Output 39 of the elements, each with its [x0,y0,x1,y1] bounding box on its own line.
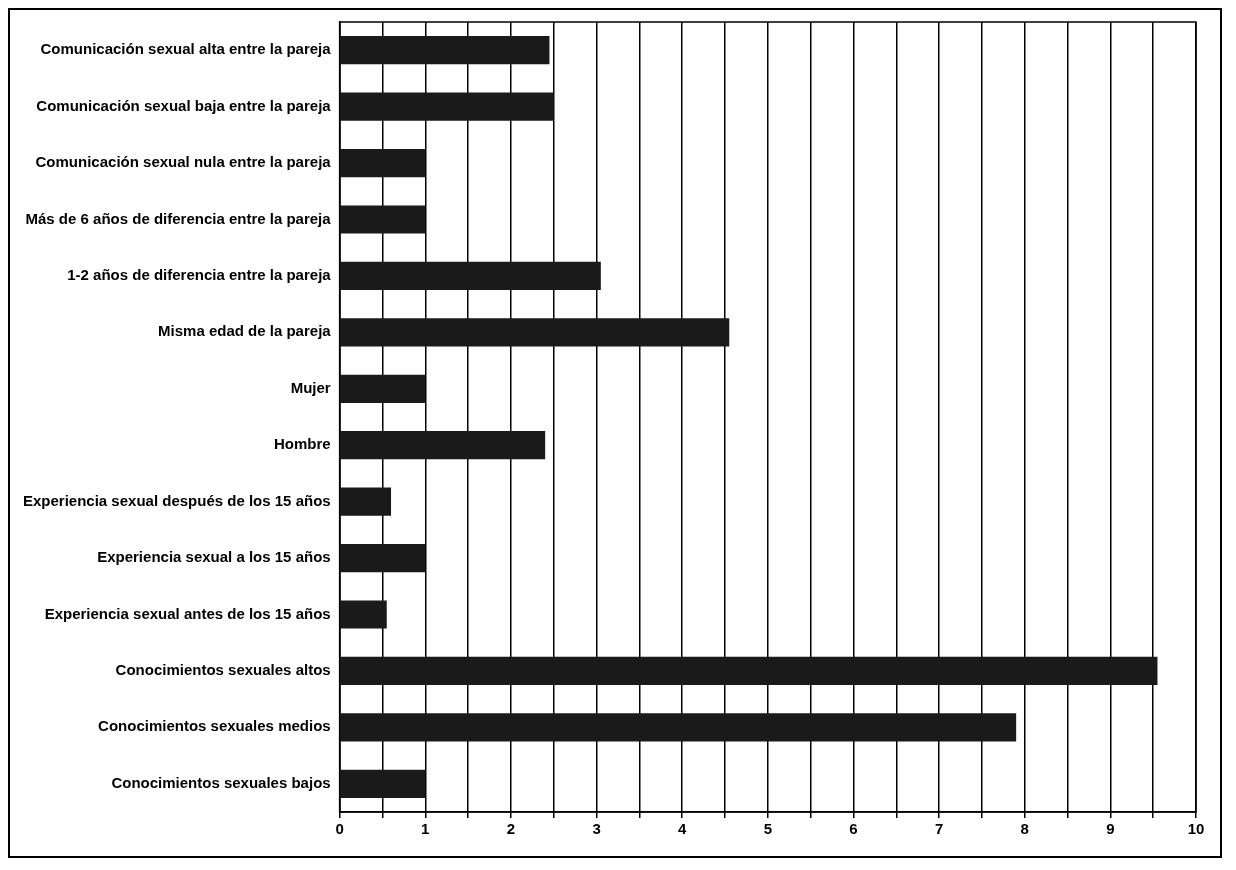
bar [340,92,554,121]
x-tick-label: 8 [1020,820,1029,838]
bar [340,543,426,573]
y-tick-label: Más de 6 años de diferencia entre la pareja [25,209,332,227]
bar [340,36,550,65]
x-tick-label: 4 [678,820,688,838]
y-tick-label: Experiencia sexual antes de los 15 años [44,604,331,622]
bar [340,261,601,291]
x-tick-label: 1 [421,820,430,838]
bar [340,431,546,460]
bar [340,374,426,403]
bar [340,713,1017,742]
y-tick-label: Experiencia sexual después de los 15 años [22,491,331,509]
x-tick-label: 2 [506,820,516,838]
y-tick-label: Hombre [273,435,331,453]
x-tick-label: 0 [335,820,344,838]
bar [340,656,1158,686]
bar [340,205,426,234]
y-tick-label: Experiencia sexual a los 15 años [97,548,331,566]
x-tick-label: 10 [1187,820,1205,838]
y-tick-label: Conocimientos sexuales altos [115,661,331,679]
y-tick-label: Comunicación sexual nula entre la pareja [35,153,332,171]
x-tick-label: 9 [1106,820,1115,838]
bar [340,318,730,347]
x-tick-label: 6 [849,820,858,838]
y-tick-label: Mujer [290,378,331,396]
x-tick-label: 3 [592,820,601,838]
y-tick-label: 1-2 años de diferencia entre la pareja [67,266,332,284]
x-tick-label: 5 [763,820,772,838]
y-tick-label: Misma edad de la pareja [158,322,332,340]
bar [340,600,387,629]
x-tick-label: 7 [934,820,944,838]
bar [340,769,426,798]
y-tick-label: Conocimientos sexuales bajos [111,773,331,791]
y-tick-label: Comunicación sexual alta entre la pareja [40,40,332,58]
y-tick-label: Comunicación sexual baja entre la pareja [36,96,332,114]
bar [340,487,392,516]
bar [340,148,426,178]
y-tick-label: Conocimientos sexuales medios [98,717,331,735]
